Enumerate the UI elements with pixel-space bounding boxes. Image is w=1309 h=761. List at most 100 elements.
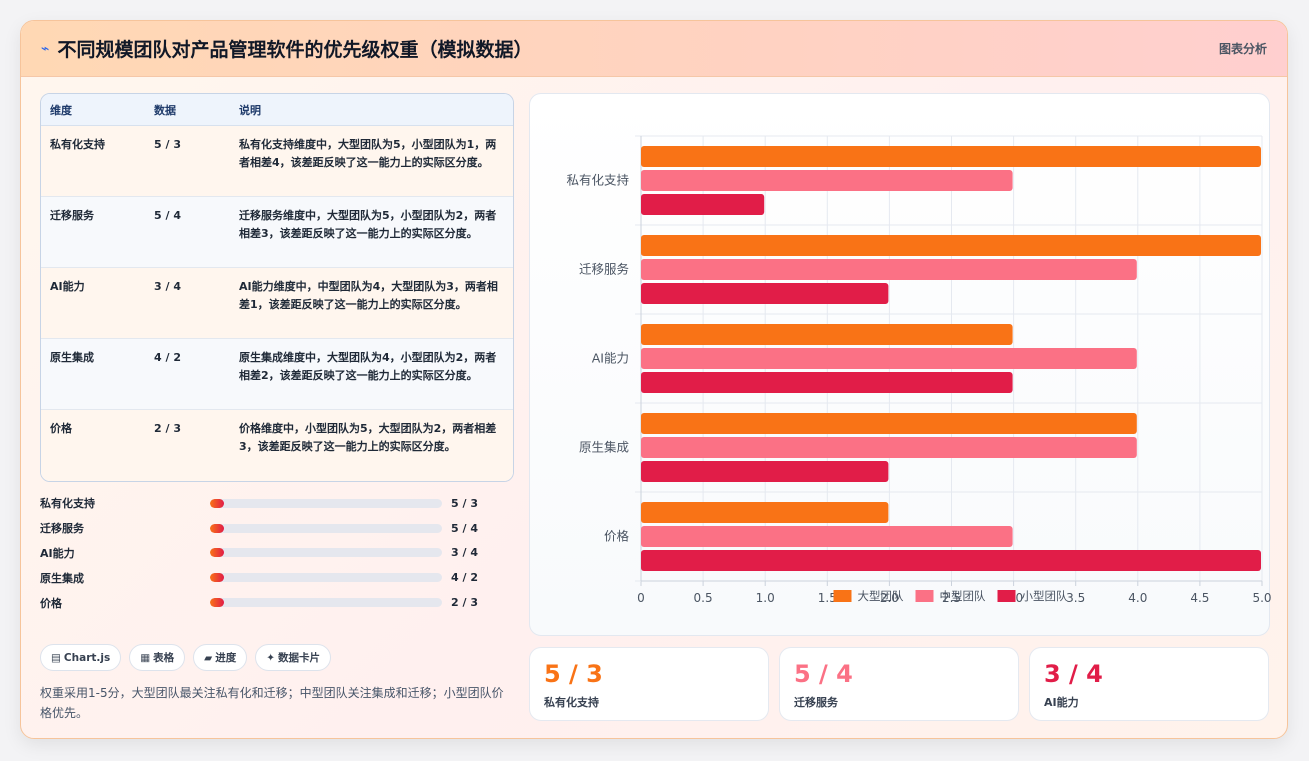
- x-tick-label: 4.0: [1128, 591, 1147, 605]
- bar: [641, 259, 1137, 280]
- table-row: 原生集成 4 / 2 原生集成维度中，大型团队为4，小型团队为2，两者相差2，该…: [41, 339, 513, 410]
- bar: [641, 502, 889, 523]
- bar: [641, 170, 1013, 191]
- progress-value: 4 / 2: [451, 571, 478, 585]
- bar: [641, 283, 889, 304]
- y-tick-label: 迁移服务: [579, 262, 629, 277]
- dashboard-card: ⌁ 不同规模团队对产品管理软件的优先级权重（模拟数据） 图表分析 维度 数据 说…: [20, 20, 1288, 739]
- x-tick-label: 2.5: [942, 591, 961, 605]
- table-row: 价格 2 / 3 价格维度中，小型团队为5，大型团队为2，两者相差3，该差距反映…: [41, 410, 513, 481]
- bar: [641, 194, 765, 215]
- chip-progress[interactable]: ▰ 进度: [193, 644, 248, 671]
- bar: [641, 372, 1013, 393]
- progress-fill: [210, 523, 224, 533]
- chip-data-card[interactable]: ✦ 数据卡片: [255, 644, 332, 671]
- y-tick-label: 原生集成: [579, 440, 629, 455]
- chip-label: 进度: [215, 652, 237, 664]
- cell-desc: 私有化支持维度中，大型团队为5，小型团队为1，两者相差4，该差距反映了这一能力上…: [239, 138, 497, 169]
- kpi-value: 5 / 3: [544, 660, 603, 688]
- progress-label: 原生集成: [40, 571, 84, 585]
- chip-chartjs[interactable]: ▤ Chart.js: [40, 644, 122, 671]
- table-row: AI能力 3 / 4 AI能力维度中，中型团队为4，大型团队为3，两者相差1，该…: [41, 268, 513, 339]
- cell-dimension: 迁移服务: [50, 209, 94, 222]
- progress-track: [210, 573, 442, 583]
- y-tick-label: 私有化支持: [566, 173, 629, 188]
- kpi-label: 私有化支持: [544, 696, 599, 709]
- bar: [641, 550, 1261, 571]
- progress-track: [210, 548, 442, 558]
- bar: [641, 235, 1261, 256]
- progress-row: 迁移服务 5 / 4: [40, 516, 510, 541]
- kpi-card: 5 / 3 私有化支持: [529, 647, 769, 721]
- legend-swatch: [833, 590, 852, 602]
- title-wrap: ⌁ 不同规模团队对产品管理软件的优先级权重（模拟数据）: [41, 35, 532, 62]
- progress-row: 原生集成 4 / 2: [40, 565, 510, 590]
- cell-dimension: AI能力: [50, 280, 85, 293]
- footnote: 权重采用1-5分，大型团队最关注私有化和迁移；中型团队关注集成和迁移；小型团队价…: [40, 686, 504, 720]
- data-table: 维度 数据 说明 私有化支持 5 / 3 私有化支持维度中，大型团队为5，小型团…: [40, 93, 514, 482]
- progress-fill: [210, 573, 224, 583]
- chip-table[interactable]: ▦ 表格: [129, 644, 186, 671]
- bar: [641, 437, 1137, 458]
- progress-value: 5 / 3: [451, 496, 478, 510]
- y-tick-label: AI能力: [592, 351, 629, 366]
- table-icon: ▦: [140, 651, 151, 664]
- cell-desc: AI能力维度中，中型团队为4，大型团队为3，两者相差1，该差距反映了这一能力上的…: [239, 280, 498, 311]
- x-tick-label: 1.0: [756, 591, 775, 605]
- bar: [641, 461, 889, 482]
- progress-row: AI能力 3 / 4: [40, 541, 510, 566]
- column-header-data: 数据: [154, 103, 176, 117]
- cell-desc: 价格维度中，小型团队为5，大型团队为2，两者相差3，该差距反映了这一能力上的实际…: [239, 422, 497, 453]
- page-title: 不同规模团队对产品管理软件的优先级权重（模拟数据）: [57, 39, 533, 61]
- column-header-dimension: 维度: [50, 103, 72, 117]
- x-tick-label: 4.5: [1190, 591, 1209, 605]
- progress-value: 2 / 3: [451, 596, 478, 610]
- chip-label: Chart.js: [63, 651, 111, 664]
- cell-data: 2 / 3: [154, 422, 181, 435]
- x-tick-label: 2.0: [880, 591, 899, 605]
- kpi-card: 5 / 4 迁移服务: [779, 647, 1019, 721]
- kpi-card: 3 / 4 AI能力: [1029, 647, 1269, 721]
- cell-dimension: 价格: [50, 422, 72, 435]
- cell-data: 5 / 4: [154, 209, 181, 222]
- progress-value: 3 / 4: [451, 546, 478, 560]
- chip-row: ▤ Chart.js ▦ 表格 ▰ 进度 ✦ 数据卡片: [40, 644, 332, 671]
- cell-data: 3 / 4: [154, 280, 181, 293]
- legend-swatch: [997, 590, 1016, 602]
- progress-fill: [210, 548, 224, 558]
- progress-row: 价格 2 / 3: [40, 590, 510, 615]
- kpi-label: 迁移服务: [794, 696, 838, 709]
- kpi-value: 3 / 4: [1044, 660, 1103, 688]
- progress-label: 私有化支持: [40, 497, 95, 511]
- bar: [641, 324, 1013, 345]
- x-tick-label: 0: [637, 591, 645, 605]
- bar: [641, 146, 1261, 167]
- bar-chart: 00.51.01.52.02.53.03.54.04.55.0私有化支持迁移服务…: [566, 135, 1271, 605]
- kpi-value: 5 / 4: [794, 660, 853, 688]
- bar: [641, 348, 1137, 369]
- header-tag: 图表分析: [1218, 42, 1267, 56]
- cell-data: 4 / 2: [154, 351, 181, 364]
- legend-label: 小型团队: [1022, 589, 1068, 603]
- kpi-row: 5 / 3 私有化支持 5 / 4 迁移服务 3 / 4 AI能力: [529, 647, 1269, 721]
- card-header: ⌁ 不同规模团队对产品管理软件的优先级权重（模拟数据） 图表分析: [21, 21, 1287, 77]
- table-row: 私有化支持 5 / 3 私有化支持维度中，大型团队为5，小型团队为1，两者相差4…: [41, 126, 513, 197]
- chart-icon: ▤: [51, 651, 61, 664]
- progress-row: 私有化支持 5 / 3: [40, 491, 510, 516]
- column-header-desc: 说明: [239, 103, 261, 117]
- progress-track: [210, 523, 442, 533]
- x-tick-label: 3.5: [1066, 591, 1085, 605]
- table-header: 维度 数据 说明: [41, 94, 513, 126]
- bar: [641, 526, 1013, 547]
- progress-fill: [210, 498, 224, 508]
- progress-icon: ▰: [204, 651, 213, 664]
- progress-track: [210, 598, 442, 608]
- progress-value: 5 / 4: [451, 521, 478, 535]
- x-tick-label: 5.0: [1252, 591, 1271, 605]
- cell-desc: 原生集成维度中，大型团队为4，小型团队为2，两者相差2，该差距反映了这一能力上的…: [239, 351, 497, 382]
- chart-panel: 00.51.01.52.02.53.03.54.04.55.0私有化支持迁移服务…: [529, 93, 1271, 636]
- progress-fill: [210, 598, 224, 608]
- kpi-label: AI能力: [1044, 696, 1079, 709]
- chart-spark-icon: ⌁: [41, 40, 50, 57]
- legend-label: 大型团队: [858, 589, 904, 603]
